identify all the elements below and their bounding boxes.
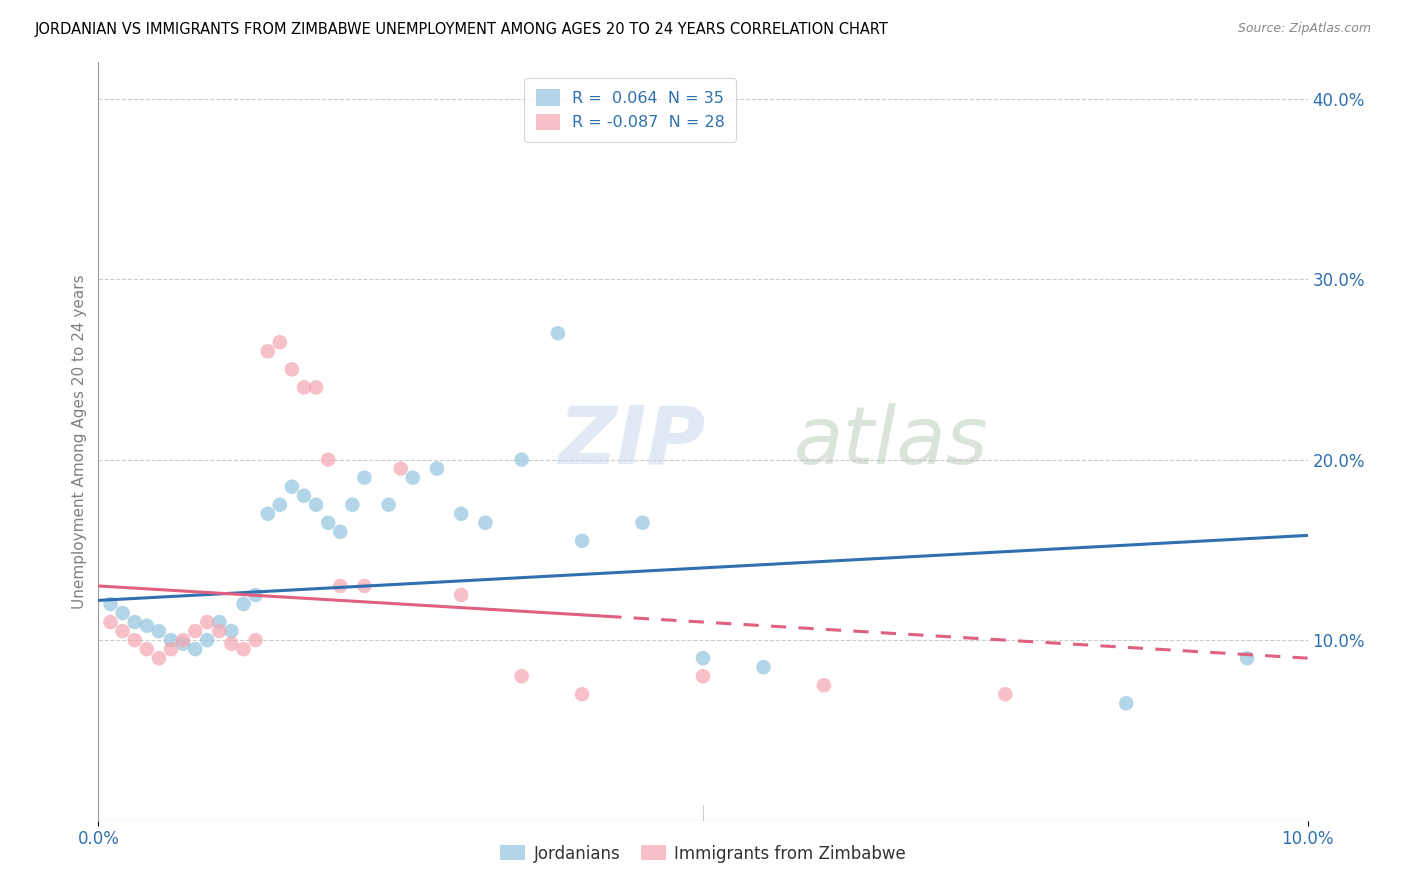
Point [184, 642, 207, 657]
Point [221, 637, 243, 651]
Point [256, 344, 278, 359]
Point [100, 615, 122, 629]
Point [135, 642, 157, 657]
Point [752, 660, 775, 674]
Point [994, 687, 1017, 701]
Point [631, 516, 654, 530]
Point [353, 470, 375, 484]
Point [256, 507, 278, 521]
Point [692, 651, 714, 665]
Text: atlas: atlas [793, 402, 988, 481]
Point [450, 588, 472, 602]
Point [100, 597, 122, 611]
Point [172, 637, 194, 651]
Point [172, 633, 194, 648]
Point [160, 633, 183, 648]
Point [292, 380, 315, 394]
Point [208, 624, 231, 639]
Legend: Jordanians, Immigrants from Zimbabwe: Jordanians, Immigrants from Zimbabwe [494, 838, 912, 869]
Point [342, 498, 364, 512]
Point [316, 516, 339, 530]
Point [1115, 696, 1137, 710]
Point [305, 380, 328, 394]
Point [292, 489, 315, 503]
Point [571, 687, 593, 701]
Point [1236, 651, 1258, 665]
Point [510, 452, 533, 467]
Y-axis label: Unemployment Among Ages 20 to 24 years: Unemployment Among Ages 20 to 24 years [72, 274, 87, 609]
Point [813, 678, 835, 692]
Point [510, 669, 533, 683]
Point [329, 579, 352, 593]
Point [450, 507, 472, 521]
Text: JORDANIAN VS IMMIGRANTS FROM ZIMBABWE UNEMPLOYMENT AMONG AGES 20 TO 24 YEARS COR: JORDANIAN VS IMMIGRANTS FROM ZIMBABWE UN… [35, 22, 889, 37]
Text: ZIP: ZIP [558, 402, 706, 481]
Point [389, 461, 412, 475]
Point [208, 615, 231, 629]
Point [353, 579, 375, 593]
Point [269, 498, 291, 512]
Point [426, 461, 449, 475]
Point [571, 533, 593, 548]
Point [124, 615, 146, 629]
Point [305, 498, 328, 512]
Point [184, 624, 207, 639]
Point [148, 624, 170, 639]
Point [245, 588, 267, 602]
Point [269, 335, 291, 350]
Point [402, 470, 425, 484]
Point [124, 633, 146, 648]
Point [135, 618, 157, 632]
Point [245, 633, 267, 648]
Point [195, 615, 218, 629]
Point [160, 642, 183, 657]
Point [232, 597, 254, 611]
Point [281, 480, 304, 494]
Point [111, 606, 134, 620]
Point [474, 516, 496, 530]
Point [148, 651, 170, 665]
Point [547, 326, 569, 341]
Point [111, 624, 134, 639]
Point [329, 524, 352, 539]
Point [316, 452, 339, 467]
Text: Source: ZipAtlas.com: Source: ZipAtlas.com [1237, 22, 1371, 36]
Point [692, 669, 714, 683]
Point [232, 642, 254, 657]
Point [377, 498, 399, 512]
Point [281, 362, 304, 376]
Point [221, 624, 243, 639]
Point [195, 633, 218, 648]
